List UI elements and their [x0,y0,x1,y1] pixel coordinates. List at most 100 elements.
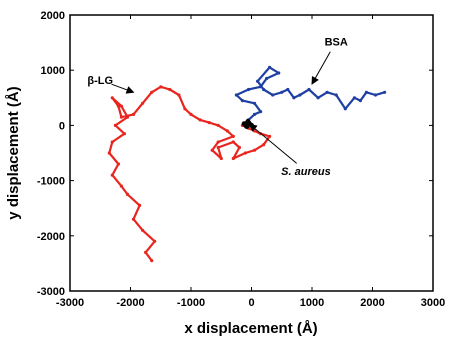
series-point [216,140,220,144]
series-point [334,93,338,97]
series-point [119,184,123,188]
series-point [268,134,272,138]
series-point [110,140,114,144]
series-point [231,134,235,138]
series-point [316,96,320,100]
annotation-label: β-LG [87,75,113,87]
series-point [256,79,260,83]
series-point [252,148,257,152]
series-point [373,93,378,97]
series-point [119,104,123,108]
series-point [150,90,154,94]
series-point [110,173,114,177]
series-point [262,143,266,147]
series-point [144,250,148,254]
series-point [150,259,154,263]
series-point [325,90,329,94]
series-point [141,228,145,232]
series-point [116,104,120,108]
series-point [298,93,302,97]
series-point [159,85,163,89]
series-point [219,156,223,161]
x-tick-label: -1000 [177,297,205,309]
series-point [122,132,126,136]
series-point [262,87,266,92]
annotation-label: S. aureus [281,166,331,178]
series-point [210,148,214,152]
y-tick-label: -2000 [37,231,65,243]
series-point [119,115,123,119]
series-point [358,99,362,103]
x-tick-label: 0 [248,297,254,309]
series-point [364,90,368,94]
series-point [207,121,211,125]
annotation-label: BSA [325,36,348,48]
series-point [286,87,290,92]
series-point [265,76,269,81]
series-point [131,217,136,221]
series-point [307,87,311,92]
series-point [259,110,263,114]
y-tick-label: -1000 [37,176,65,188]
series-point [168,87,172,92]
series-point [242,122,248,128]
y-axis-title: y displacement (Å) [5,86,22,219]
series-point [183,107,187,111]
series-point [216,145,220,150]
series-point [252,112,257,116]
x-tick-label: 3000 [421,297,445,309]
series-point [383,90,387,94]
series-point [343,107,347,111]
series-0 [107,85,272,263]
series-1 [234,65,387,127]
series-point [234,93,238,97]
series-point [116,162,120,166]
x-tick-label: -3000 [56,297,84,309]
series-point [138,203,142,207]
series-layer [107,65,387,263]
series-2 [241,119,254,129]
series-point [252,101,257,105]
series-point [216,123,220,127]
annotation-layer: β-LG BSA S. aureus [87,36,347,178]
series-point [237,145,241,150]
x-tick-label: -2000 [116,297,144,309]
ticks-layer: -3000 -2000 -1000 0 1000 2000 3000 2000 1000 0 -10… [37,10,445,309]
y-tick-label: -3000 [37,286,65,298]
series-point [240,99,244,103]
annotation-arrow [248,123,298,164]
series-point [198,118,202,122]
y-tick-label: 1000 [41,65,65,77]
x-tick-label: 2000 [360,297,384,309]
series-point [268,65,272,69]
series-point [231,156,235,161]
series-point [113,123,117,127]
series-point [292,96,296,100]
series-point [141,101,145,105]
series-point [231,140,235,144]
series-point [125,192,130,196]
series-point [177,93,181,97]
series-point [259,85,263,89]
series-point [277,71,281,75]
series-line [235,66,386,127]
annotation-arrow [311,51,331,85]
series-point [107,151,111,155]
y-tick-label: 2000 [41,10,65,22]
series-point [153,239,157,243]
series-point [125,115,130,119]
x-axis-title: x displacement (Å) [184,320,317,337]
plot-frame [69,14,434,292]
series-point [110,96,114,100]
y-tick-label: 0 [59,120,65,132]
series-point [271,93,275,97]
x-tick-label: 1000 [300,297,324,309]
series-point [352,96,356,100]
series-point [131,112,136,116]
series-point [280,90,284,94]
annotation-arrow [111,83,135,94]
series-point [246,87,251,92]
series-point [243,151,247,155]
series-point [225,129,229,133]
